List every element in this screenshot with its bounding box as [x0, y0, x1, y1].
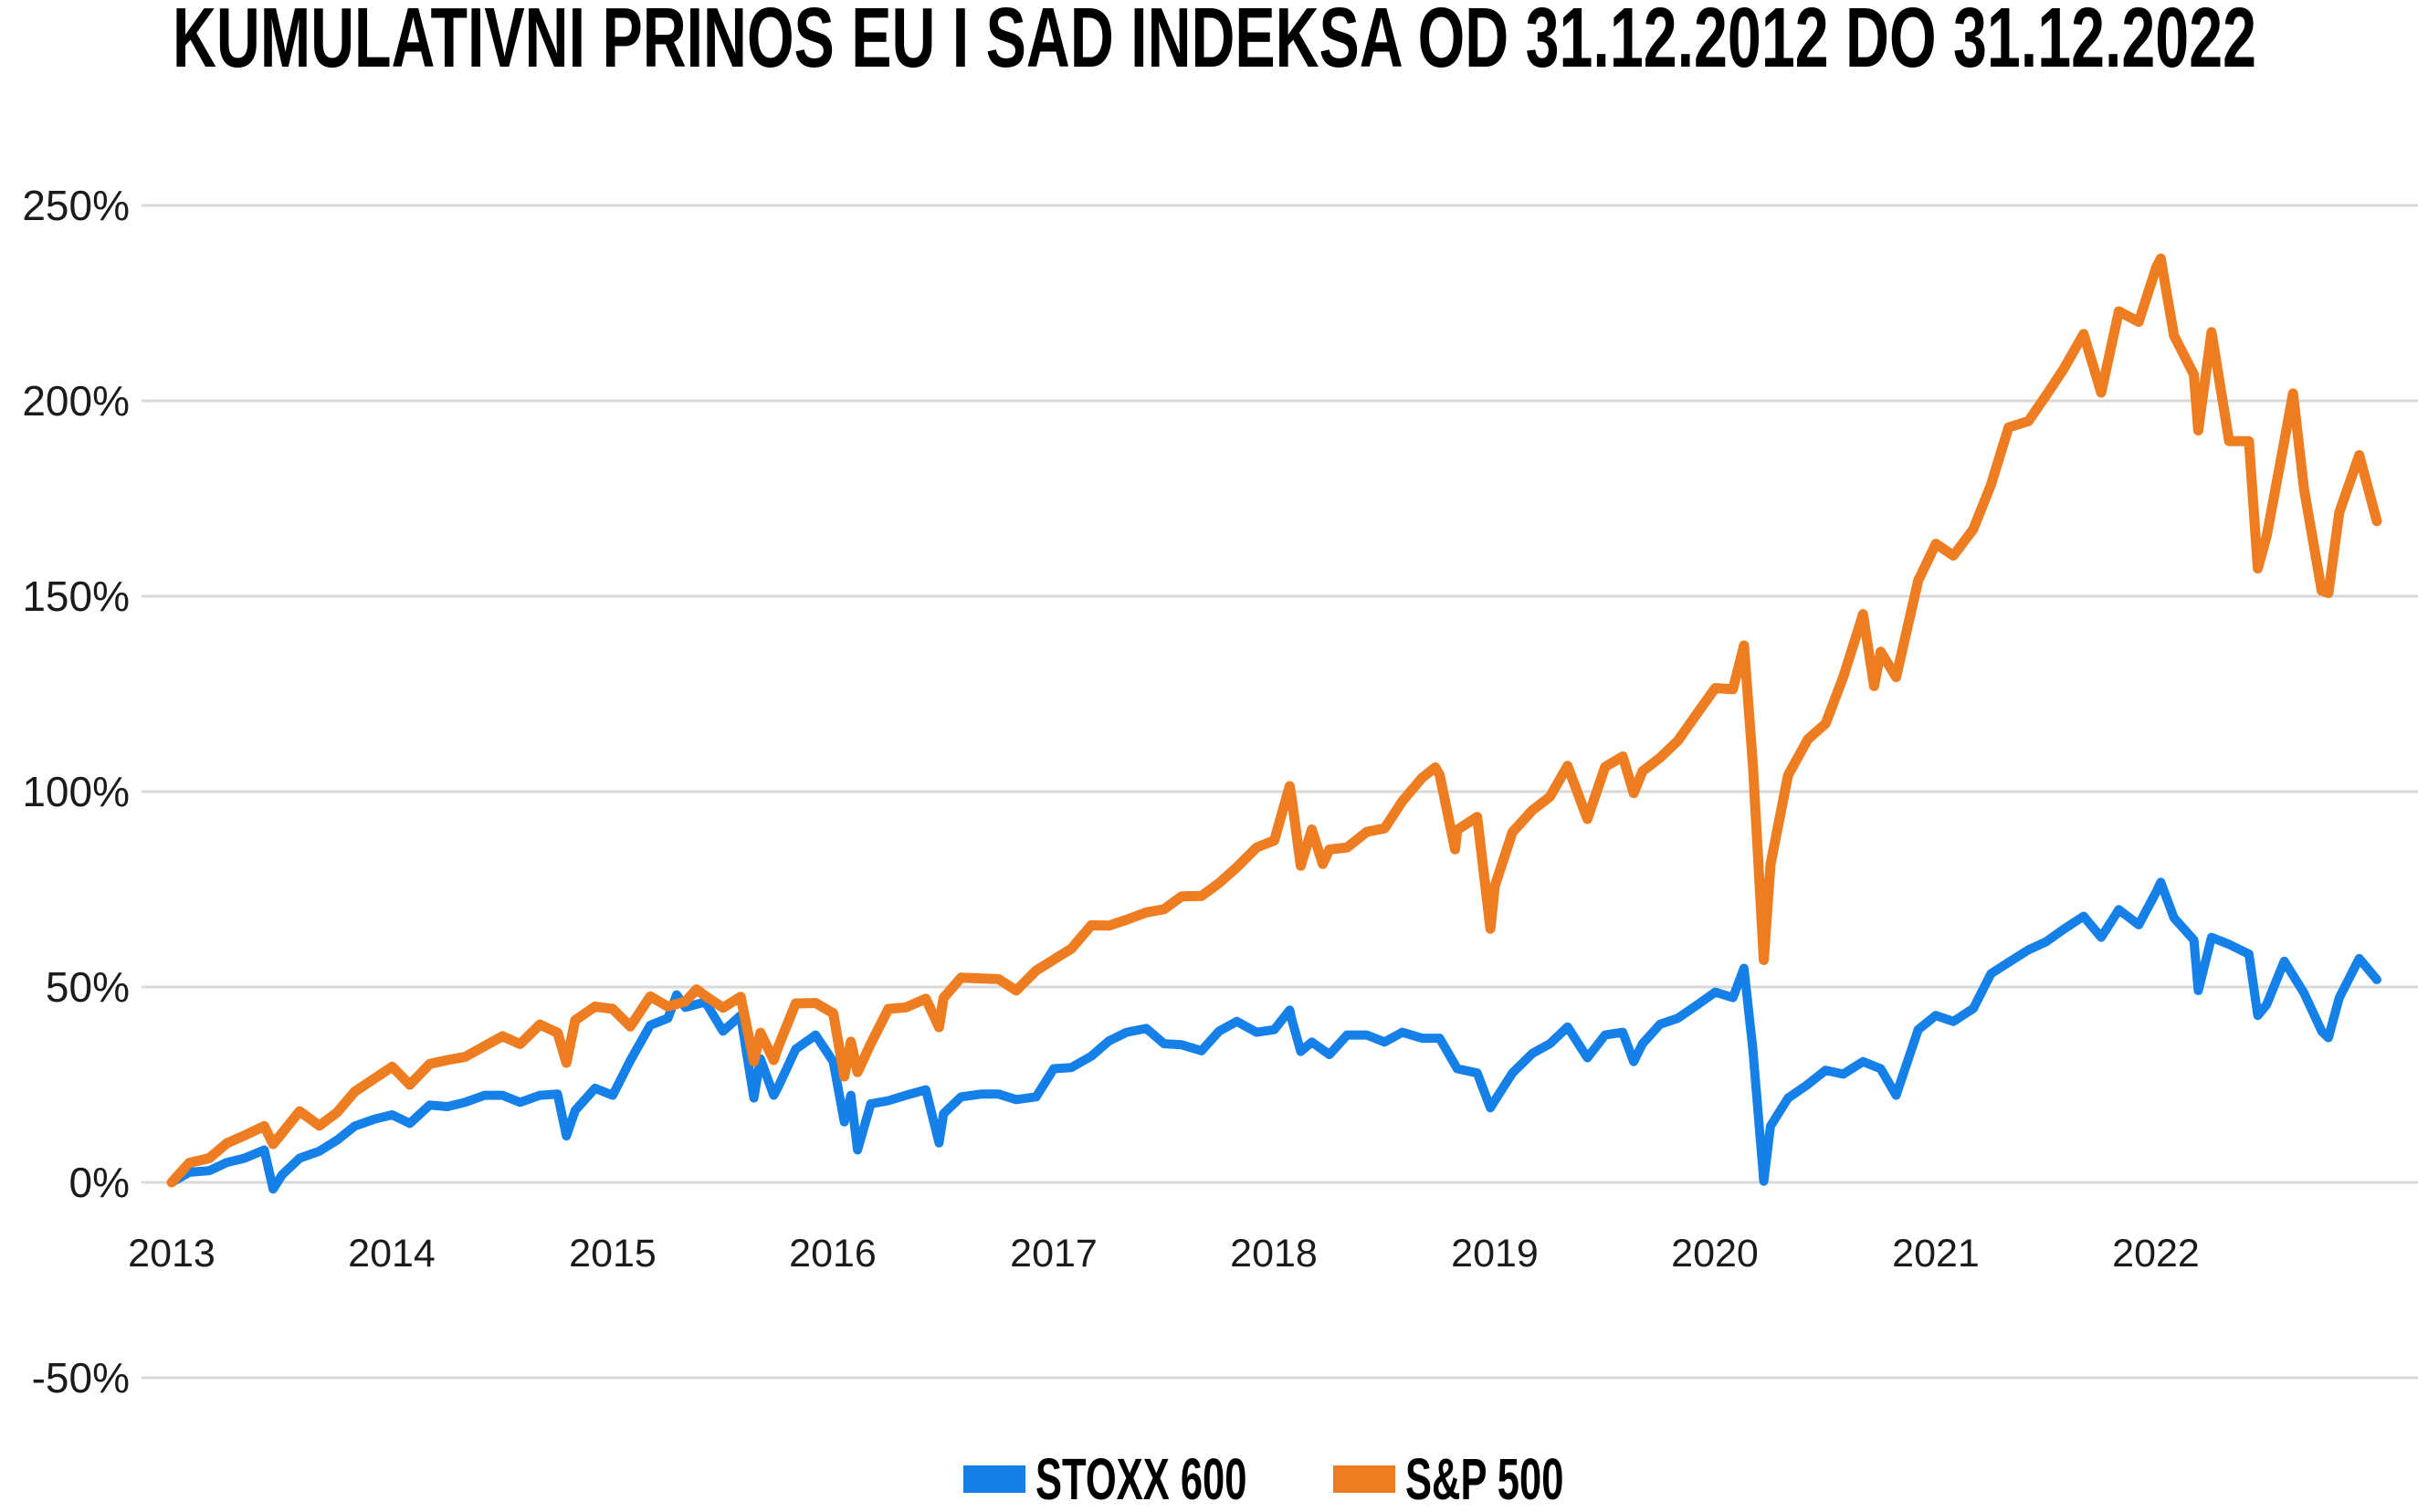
chart-title: KUMULATIVNI PRINOS EU I SAD INDEKSA OD 3…	[172, 0, 2256, 85]
x-tick-2018: 2018	[1230, 1232, 1318, 1276]
y-tick-150: 150%	[22, 572, 130, 620]
legend: STOXX 600 S&P 500	[963, 1450, 1564, 1508]
y-tick-250: 250%	[22, 182, 130, 229]
y-tick-neg50: -50%	[31, 1354, 130, 1402]
legend-label-stoxx600: STOXX 600	[1035, 1446, 1247, 1512]
x-tick-2022: 2022	[2112, 1232, 2200, 1276]
y-tick-100: 100%	[22, 768, 130, 815]
legend-item-stoxx600: STOXX 600	[963, 1450, 1246, 1508]
x-tick-2014: 2014	[348, 1232, 436, 1276]
stoxx600-swatch-icon	[963, 1465, 1025, 1493]
y-tick-50: 50%	[45, 963, 130, 1011]
x-tick-2013: 2013	[128, 1232, 215, 1276]
sp500-line	[166, 253, 2382, 1188]
gridlines	[142, 204, 2418, 1380]
y-tick-200: 200%	[22, 377, 130, 425]
x-tick-2019: 2019	[1451, 1232, 1539, 1276]
x-tick-2017: 2017	[1010, 1232, 1098, 1276]
x-tick-2021: 2021	[1892, 1232, 1980, 1276]
legend-item-sp500: S&P 500	[1333, 1446, 1564, 1512]
series-lines	[166, 253, 2382, 1194]
stoxx600-line	[167, 877, 2381, 1194]
legend-label-sp500: S&P 500	[1405, 1446, 1564, 1512]
y-tick-0: 0%	[68, 1159, 130, 1206]
x-tick-2015: 2015	[569, 1232, 657, 1276]
sp500-swatch-icon	[1333, 1465, 1396, 1493]
x-tick-2020: 2020	[1671, 1232, 1759, 1276]
x-tick-2016: 2016	[789, 1232, 877, 1276]
chart-title-row: KUMULATIVNI PRINOS EU I SAD INDEKSA OD 3…	[0, 0, 2428, 87]
